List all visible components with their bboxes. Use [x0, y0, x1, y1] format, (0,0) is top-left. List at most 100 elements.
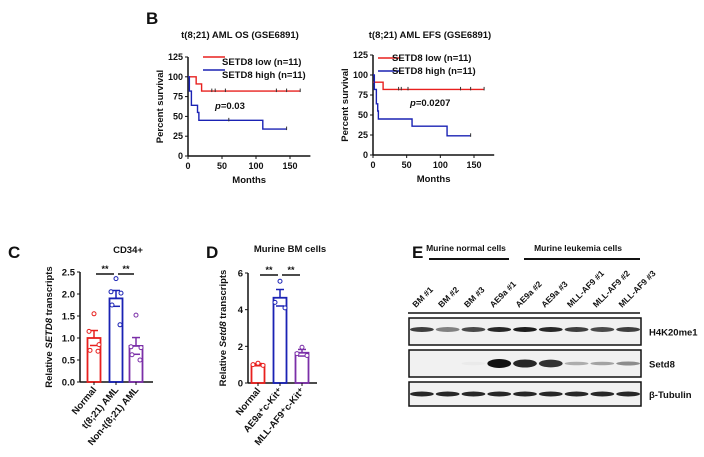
y-tick-label: 50 — [173, 111, 183, 121]
data-point — [282, 305, 288, 311]
bm-bar-chart: Murine BM cells 0 2 4 6 Relative Setd8 transc… — [218, 244, 326, 448]
lane-label: BM #2 — [436, 284, 461, 309]
panel-label-d: D — [206, 243, 218, 262]
y-tick-label: 0.5 — [62, 356, 76, 367]
bar — [272, 296, 288, 384]
data-point — [138, 345, 144, 351]
x-tick-label: 100 — [248, 161, 263, 171]
x-tick-label: 150 — [466, 160, 481, 170]
blot-band — [616, 361, 640, 366]
data-point — [86, 328, 92, 334]
data-point — [277, 278, 283, 284]
y-tick-label: 25 — [358, 130, 368, 140]
lane-label: BM #3 — [462, 284, 487, 309]
y-tick-label: 2.5 — [62, 268, 76, 279]
y-axis-label: Percent survival — [155, 70, 166, 143]
y-tick-label: 6 — [238, 269, 243, 280]
y-tick-label: 1.5 — [62, 312, 76, 323]
y-axis-label-part: transcripts — [44, 266, 55, 318]
blot-band — [435, 327, 460, 332]
blot-band — [513, 391, 537, 397]
blot-band — [462, 362, 486, 366]
y-axis-label-part: Relative — [218, 347, 229, 386]
group-label-leukemia: Murine leukemia cells — [534, 243, 622, 253]
blot-band — [538, 391, 563, 397]
blot-band — [564, 361, 589, 366]
blot-band — [461, 391, 486, 397]
blot-band — [538, 359, 563, 368]
x-tick-label: 50 — [217, 161, 227, 171]
y-tick-label: 125 — [168, 52, 183, 62]
data-point — [118, 290, 124, 296]
blot-band — [538, 327, 563, 332]
y-axis-label-part: Relative — [44, 349, 55, 388]
data-point — [91, 311, 97, 317]
y-axis-label-part: Setd8 — [218, 321, 229, 348]
data-point — [304, 353, 310, 358]
data-point — [128, 344, 134, 350]
os-survival-chart: t(8;21) AML OS (GSE6891) 0 25 50 75 100 125 0 50… — [155, 30, 311, 186]
y-tick-label: 125 — [353, 50, 368, 60]
y-tick-label: 75 — [358, 90, 368, 100]
data-point — [250, 362, 256, 368]
y-axis-label: Relative SETD8 transcripts — [44, 266, 55, 387]
significance-stars: ** — [265, 265, 273, 275]
significance-stars: ** — [122, 264, 130, 274]
y-axis-label-part: SETD8 — [44, 317, 55, 348]
lane-label: AE9a #3 — [539, 279, 570, 310]
y-tick-label: 1.0 — [62, 334, 75, 345]
panel-label-b: B — [146, 9, 158, 28]
legend-label: SETD8 low (n=11) — [392, 53, 471, 64]
lane-label: AE9a #1 — [488, 279, 519, 310]
significance-stars: ** — [287, 265, 295, 275]
x-tick-label: 150 — [282, 161, 297, 171]
survival-curve-high — [373, 74, 471, 137]
data-point — [108, 289, 114, 295]
blot-band — [435, 391, 460, 397]
blot-band — [616, 327, 640, 332]
row-label: β-Tubulin — [649, 390, 692, 401]
x-tick-label: 0 — [370, 160, 375, 170]
data-point — [260, 362, 266, 368]
y-tick-label: 25 — [173, 131, 183, 141]
survival-curve-high — [188, 76, 287, 130]
panel-label-c: C — [8, 243, 20, 262]
data-point — [133, 312, 139, 318]
survival-curve-low — [188, 76, 301, 92]
blot-band — [513, 327, 537, 332]
row-label: Setd8 — [649, 360, 675, 371]
data-point — [109, 302, 115, 308]
y-tick-label: 100 — [168, 72, 183, 82]
lane-label: AE9a #2 — [513, 279, 544, 310]
blot-band — [461, 327, 486, 332]
p-value: p=0.03 — [214, 101, 245, 112]
y-axis-label-part: transcripts — [218, 270, 229, 322]
blot-band — [590, 391, 615, 397]
chart-title: t(8;21) AML EFS (GSE6891) — [369, 30, 491, 41]
data-point — [255, 360, 261, 366]
data-point — [299, 344, 305, 350]
significance-stars: ** — [101, 264, 109, 274]
data-point — [137, 357, 143, 363]
cd34-bar-chart: CD34+ 0.0 0.5 1.0 1.5 2.0 2.5 Relative SETD8 tr… — [44, 245, 153, 448]
p-number: =0.03 — [221, 101, 245, 112]
y-tick-label: 0 — [178, 151, 183, 161]
chart-title: CD34+ — [113, 245, 143, 256]
bar — [108, 297, 124, 383]
y-tick-label: 0 — [238, 379, 243, 390]
blot-band — [487, 391, 512, 397]
blot-band — [590, 327, 615, 332]
chart-title: Murine BM cells — [254, 244, 326, 255]
blot-band — [564, 391, 589, 397]
y-tick-label: 0.0 — [62, 378, 75, 389]
p-symbol: p — [409, 98, 416, 109]
legend-label: SETD8 high (n=11) — [222, 70, 306, 81]
data-point — [95, 348, 101, 354]
blot-band — [487, 327, 512, 332]
x-tick-label: 100 — [433, 160, 448, 170]
panel-label-e: E — [412, 243, 423, 262]
chart-title: t(8;21) AML OS (GSE6891) — [181, 30, 299, 41]
y-tick-label: 50 — [358, 110, 368, 120]
data-point — [113, 276, 119, 282]
